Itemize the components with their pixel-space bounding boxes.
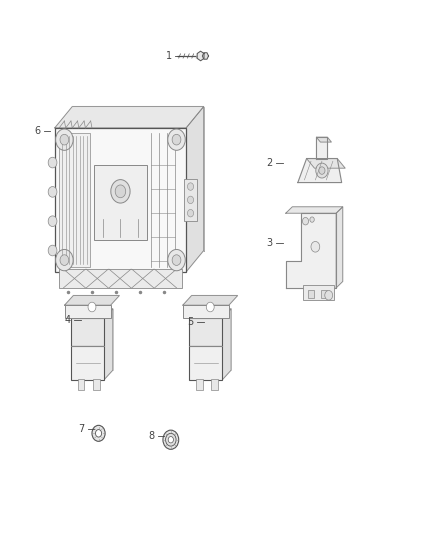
Circle shape xyxy=(48,157,57,168)
Bar xyxy=(65,305,110,319)
Bar xyxy=(211,378,218,390)
Bar xyxy=(321,290,328,298)
Polygon shape xyxy=(55,107,204,128)
Circle shape xyxy=(115,185,126,198)
Bar xyxy=(71,319,104,346)
Circle shape xyxy=(187,183,194,190)
Polygon shape xyxy=(104,309,113,379)
Circle shape xyxy=(48,187,57,197)
Bar xyxy=(71,346,104,379)
Polygon shape xyxy=(189,309,231,319)
Circle shape xyxy=(206,302,214,312)
Circle shape xyxy=(95,430,102,437)
Bar xyxy=(189,319,222,346)
Text: 5: 5 xyxy=(187,318,194,327)
Circle shape xyxy=(111,180,130,203)
Bar xyxy=(78,378,84,390)
Bar xyxy=(198,309,231,370)
Circle shape xyxy=(60,134,69,145)
Polygon shape xyxy=(197,51,204,61)
Polygon shape xyxy=(307,158,345,168)
Text: 2: 2 xyxy=(266,158,272,167)
Circle shape xyxy=(166,433,176,446)
Circle shape xyxy=(163,430,179,449)
Polygon shape xyxy=(222,309,231,379)
Circle shape xyxy=(325,290,333,300)
Bar xyxy=(72,107,204,251)
Bar xyxy=(59,269,182,288)
Circle shape xyxy=(319,167,325,174)
Polygon shape xyxy=(71,309,113,319)
Circle shape xyxy=(172,134,181,145)
Polygon shape xyxy=(183,295,237,305)
Bar xyxy=(183,305,229,319)
Circle shape xyxy=(310,217,314,222)
Bar xyxy=(184,179,197,221)
Circle shape xyxy=(60,255,69,265)
Circle shape xyxy=(56,249,73,271)
Bar xyxy=(189,346,222,379)
Polygon shape xyxy=(316,137,332,142)
Bar xyxy=(93,378,99,390)
Polygon shape xyxy=(186,107,204,272)
Text: 6: 6 xyxy=(34,126,40,135)
Circle shape xyxy=(56,129,73,150)
Circle shape xyxy=(168,129,185,150)
Polygon shape xyxy=(286,213,336,288)
Circle shape xyxy=(311,241,320,252)
Bar xyxy=(59,133,90,266)
Bar xyxy=(94,165,147,240)
Polygon shape xyxy=(298,158,342,182)
Circle shape xyxy=(172,255,181,265)
Bar xyxy=(196,378,202,390)
Polygon shape xyxy=(65,295,119,305)
Text: 3: 3 xyxy=(266,238,272,247)
Circle shape xyxy=(48,245,57,256)
Polygon shape xyxy=(336,207,343,288)
Circle shape xyxy=(88,302,96,312)
Circle shape xyxy=(187,209,194,217)
Circle shape xyxy=(168,249,185,271)
Circle shape xyxy=(302,217,308,225)
Text: 4: 4 xyxy=(65,315,71,325)
Polygon shape xyxy=(286,207,343,213)
Bar xyxy=(55,128,186,272)
Bar xyxy=(80,309,113,370)
Text: 1: 1 xyxy=(166,51,172,61)
Polygon shape xyxy=(202,53,208,59)
Circle shape xyxy=(187,196,194,204)
Text: 8: 8 xyxy=(148,431,154,441)
Bar xyxy=(307,290,314,298)
Circle shape xyxy=(92,425,105,441)
Circle shape xyxy=(168,437,173,443)
Polygon shape xyxy=(316,137,328,158)
Circle shape xyxy=(48,216,57,227)
Text: 7: 7 xyxy=(78,424,84,434)
Bar xyxy=(303,285,334,300)
Circle shape xyxy=(316,163,328,178)
